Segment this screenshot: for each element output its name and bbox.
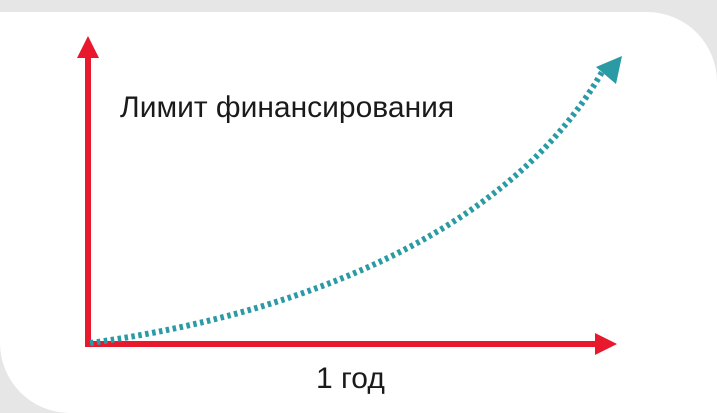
x-axis-label: 1 год <box>316 362 385 395</box>
growth-curve <box>89 70 605 346</box>
y-axis-label: Лимит финансирования <box>120 91 455 124</box>
x-axis-arrowhead-icon <box>595 333 617 355</box>
y-axis-arrowhead-icon <box>77 36 99 58</box>
curve-arrowhead-icon <box>596 56 622 84</box>
